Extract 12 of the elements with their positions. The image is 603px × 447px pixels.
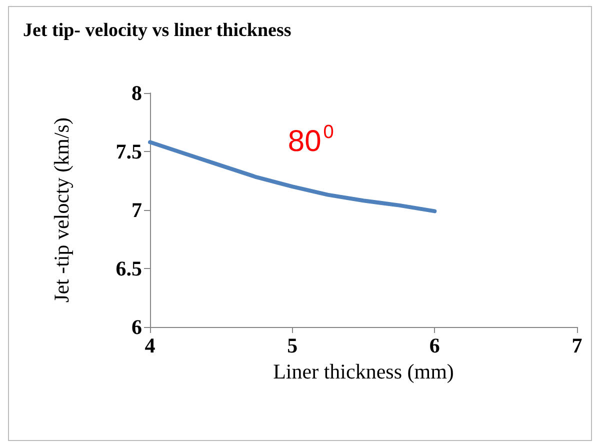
y-tick-label: 7.5 (116, 140, 142, 164)
x-tick-label: 7 (572, 334, 582, 358)
chart-title: Jet tip- velocity vs liner thickness (23, 20, 292, 41)
x-axis-title: Liner thickness (mm) (273, 359, 454, 384)
y-tick-label: 7 (132, 198, 142, 222)
x-tick-label: 6 (429, 334, 440, 358)
x-tick-label: 4 (144, 334, 156, 358)
y-tick-label: 8 (132, 81, 142, 105)
y-tick-label: 6.5 (116, 256, 142, 280)
y-tick-label: 6 (132, 315, 142, 339)
y-axis-title: Jet -tip velocty (km/s) (50, 118, 74, 302)
x-tick-label: 5 (287, 334, 298, 358)
